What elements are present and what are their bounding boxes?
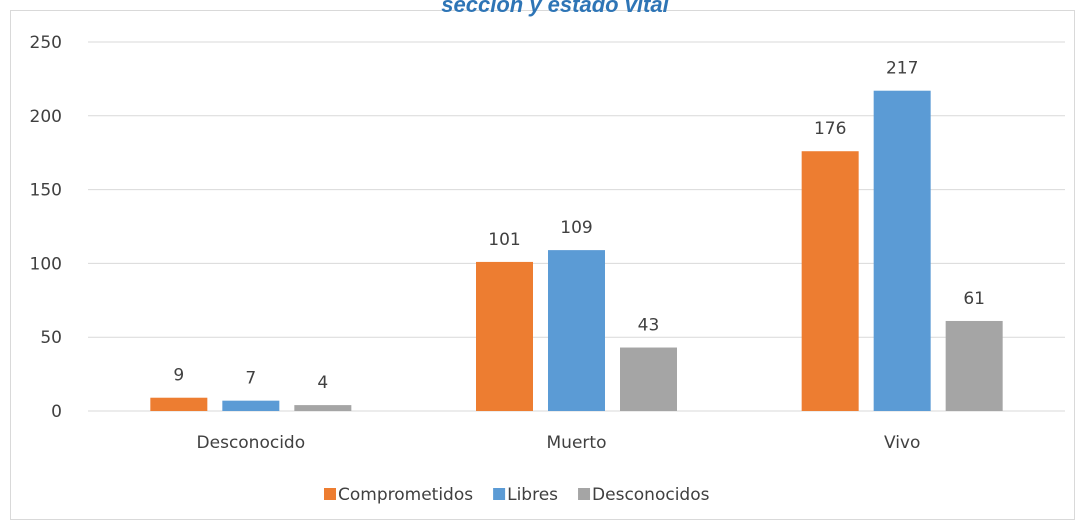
y-tick-label: 50 <box>40 328 62 348</box>
data-label: 176 <box>814 119 846 139</box>
legend-label: Desconocidos <box>592 485 710 505</box>
legend-swatch <box>578 488 591 500</box>
y-tick-label: 0 <box>51 402 62 422</box>
data-label: 9 <box>173 366 184 386</box>
bar <box>150 397 208 411</box>
chart-title: sección y estado vital <box>441 0 669 17</box>
bar <box>620 347 677 411</box>
legend-label: Libres <box>507 485 558 505</box>
y-tick-label: 150 <box>30 181 62 201</box>
x-tick-label: Vivo <box>884 433 920 453</box>
bar <box>548 250 605 411</box>
data-label: 7 <box>245 369 256 389</box>
x-tick-label: Muerto <box>547 433 607 453</box>
y-tick-label: 200 <box>30 107 62 127</box>
bar <box>222 400 280 411</box>
bar <box>945 320 1003 411</box>
legend-label: Comprometidos <box>338 485 473 505</box>
bar <box>476 261 533 411</box>
data-label: 43 <box>638 316 660 336</box>
bar <box>873 90 931 411</box>
bar <box>801 151 859 411</box>
y-tick-label: 100 <box>30 254 62 274</box>
data-label: 4 <box>317 373 328 393</box>
data-label: 61 <box>963 289 985 309</box>
y-tick-label: 250 <box>30 33 62 53</box>
data-label: 217 <box>886 59 918 79</box>
data-label: 109 <box>560 218 592 238</box>
data-label: 101 <box>488 230 520 250</box>
legend-swatch <box>324 488 336 500</box>
legend-swatch <box>493 488 506 500</box>
bar <box>294 405 352 411</box>
x-tick-label: Desconocido <box>197 433 306 453</box>
